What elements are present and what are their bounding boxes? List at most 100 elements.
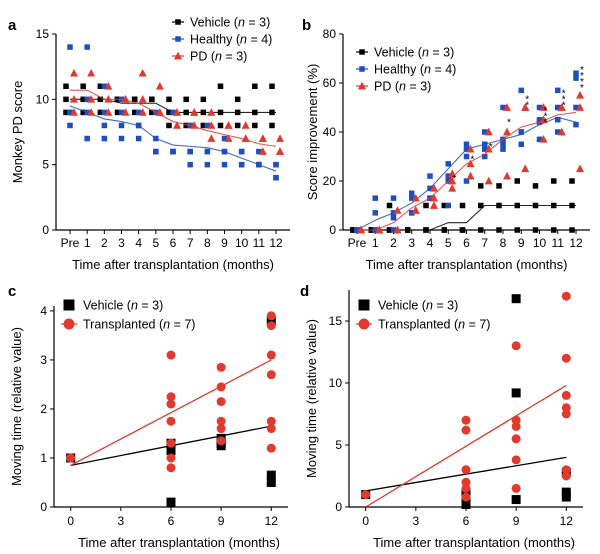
data-point-pd [411,193,420,202]
data-point-transplanted [166,350,176,360]
data-point-healthy [390,215,397,221]
data-point-pd [207,121,216,129]
data-point-vehicle [461,500,471,510]
data-point-healthy [238,148,245,155]
significance-star: * [525,94,529,105]
x-tick-label: 5 [445,236,452,250]
x-tick-label: 7 [481,236,488,250]
data-point-healthy [84,44,90,50]
data-point-pd [484,176,493,185]
data-point-vehicle [269,83,275,90]
legend-label: Vehicle (n = 3) [190,16,270,30]
data-point-transplanted [561,465,571,475]
data-point-vehicle [551,178,557,184]
legend-label: Transplanted (n = 7) [83,318,195,332]
data-point-vehicle [80,83,86,90]
data-point-transplanted [266,443,276,453]
data-point-vehicle [266,477,276,487]
data-point-vehicle [131,96,138,103]
y-tick-label: 3 [40,353,47,367]
data-point-healthy [555,117,561,123]
y-tick-label: 60 [323,76,337,90]
fit-line-transplanted [365,384,567,508]
x-tick-label: 6 [170,236,177,250]
data-point-pd [207,108,216,116]
data-point-transplanted [461,425,471,435]
data-point-pd [557,127,566,136]
data-point-transplanted [511,415,521,425]
data-point-healthy [500,104,506,111]
data-point-healthy [170,148,176,155]
data-point-healthy [555,104,561,111]
data-point-vehicle [514,227,520,233]
data-point-transplanted [461,415,471,425]
data-point-healthy [118,109,125,116]
x-tick-label: 9 [518,236,525,250]
data-point-transplanted [266,370,276,380]
data-point-pd [430,201,438,209]
data-point-healthy [101,83,108,90]
data-point-healthy [135,135,142,142]
significance-star: * [489,142,493,153]
data-point-healthy [238,161,245,168]
data-point-pd [557,103,566,111]
data-point-transplanted [561,390,571,400]
data-point-healthy [187,161,193,168]
data-point-pd [448,176,457,185]
data-point-pd [466,171,475,180]
data-point-healthy [409,210,415,216]
data-point-vehicle [252,122,258,129]
data-point-healthy [555,129,561,135]
data-point-pd [241,121,250,129]
data-point-vehicle [252,83,258,90]
y-tick-label: 10 [36,92,50,106]
significance-star: * [525,100,529,111]
data-point-vehicle [217,122,224,129]
data-point-transplanted [511,421,521,431]
data-point-vehicle [496,183,502,189]
data-point-vehicle [114,109,121,116]
data-point-healthy [84,96,90,103]
data-point-pd [503,127,511,136]
data-point-healthy [84,135,90,142]
data-point-pd [484,144,493,153]
panel-label-b: b [302,17,311,34]
data-point-vehicle [149,96,155,103]
data-point-healthy [409,195,415,201]
x-tick-label: 4 [135,236,142,250]
data-point-vehicle [511,294,521,304]
data-point-pd [138,108,147,116]
data-point-pd [87,95,96,103]
legend-marker [63,299,75,311]
significance-star: * [580,83,584,94]
data-point-healthy [101,109,108,116]
legend-label: PD (n = 3) [190,50,247,64]
data-point-vehicle [441,227,447,233]
data-point-transplanted [461,477,471,487]
data-point-transplanted [461,492,471,502]
data-point-healthy [390,195,397,201]
data-point-transplanted [216,397,226,407]
data-point-vehicle [216,441,226,451]
legend-label: Vehicle (n = 3) [374,46,454,60]
legend-label: Healthy (n = 4) [374,63,456,77]
data-point-vehicle [423,202,429,209]
data-point-vehicle [511,495,521,505]
legend-marker [358,299,370,311]
data-point-healthy [204,161,211,168]
data-point-transplanted [561,403,571,413]
data-point-healthy [518,141,524,147]
legend-label: Healthy (n = 4) [190,33,272,47]
y-tick-label: 15 [36,27,50,41]
y-tick-label: 40 [323,125,337,139]
data-point-pd [190,108,199,116]
data-point-healthy [372,195,378,201]
significance-star: * [544,112,548,123]
data-point-transplanted [561,291,571,301]
data-point-pd [393,206,402,214]
data-point-healthy [256,148,262,155]
y-tick-label: 10 [329,376,343,390]
data-point-vehicle [386,202,393,209]
y-tick-label: 0 [329,223,336,237]
